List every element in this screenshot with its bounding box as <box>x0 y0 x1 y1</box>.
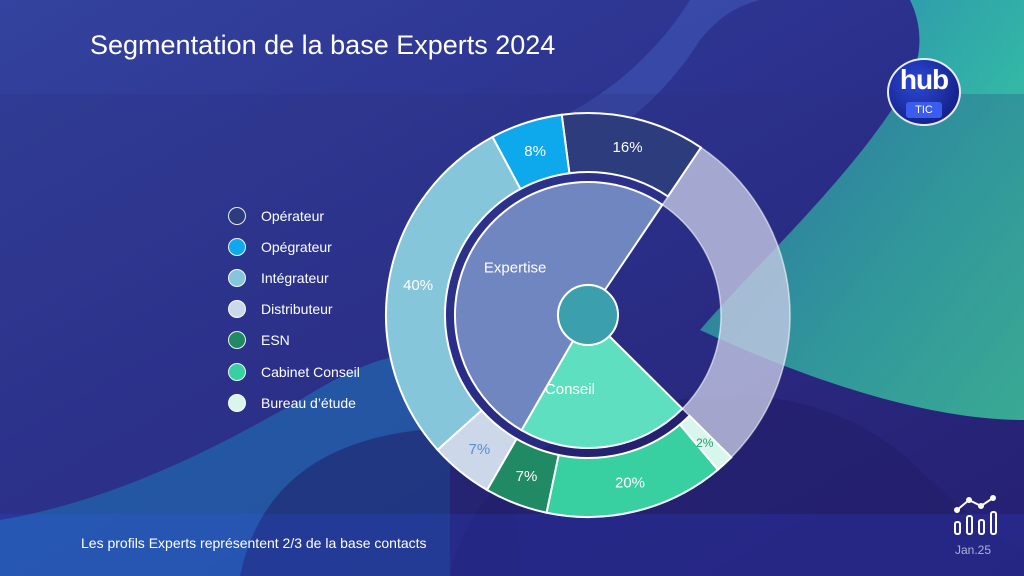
legend-label: Intégrateur <box>261 269 329 286</box>
legend-item: Cabinet Conseil <box>228 356 360 387</box>
legend-swatch <box>228 393 246 412</box>
outer-segment-label-7: 2% <box>696 436 714 450</box>
legend-item: Bureau d’étude <box>228 387 360 418</box>
inner-segment-label-expertise: Expertise <box>484 260 547 277</box>
outer-segment-label-5: 7% <box>516 468 538 485</box>
outer-segment-3 <box>385 135 522 452</box>
outer-segment-5 <box>485 437 560 514</box>
chart-center-hole <box>557 284 619 346</box>
inner-segment-label-conseil: Conseil <box>545 381 595 398</box>
legend-item: Opérateur <box>228 200 360 231</box>
logo-sub-text: TIC <box>906 102 942 118</box>
legend-label: Distributeur <box>261 301 333 318</box>
legend-swatch <box>228 268 246 287</box>
outer-segment-1 <box>560 112 703 198</box>
outer-segment-label-4: 7% <box>469 441 491 458</box>
date-label: Jan.25 <box>955 543 992 557</box>
legend-item: Intégrateur <box>228 262 360 293</box>
outer-segment-label-6: 20% <box>615 474 645 491</box>
legend-item: Opégrateur <box>228 231 360 262</box>
legend-swatch <box>228 331 246 350</box>
outer-segment-label-3: 40% <box>403 277 433 294</box>
rest-ring-segment <box>661 146 791 459</box>
outer-segment-4 <box>436 409 518 492</box>
logo-main-text: hub <box>899 64 949 95</box>
outer-segment-label-2: 8% <box>524 143 546 160</box>
outer-segment-2 <box>491 113 571 191</box>
outer-segment-7 <box>678 414 733 472</box>
legend-label: Opégrateur <box>261 238 332 255</box>
legend-item: ESN <box>228 325 360 356</box>
bg-dark-wave <box>240 429 520 576</box>
slide-title: Segmentation de la base Experts 2024 <box>90 30 556 60</box>
outer-segment-6 <box>545 423 720 518</box>
sunburst-chart: 16% 8% 40% 7% 7% 20% 2% Expertise Conseil <box>385 112 791 518</box>
legend-swatch <box>228 237 246 256</box>
legend-swatch <box>228 206 246 225</box>
legend-label: Bureau d’étude <box>261 394 356 411</box>
legend-label: Cabinet Conseil <box>261 363 360 380</box>
hub-tic-logo: hub TIC <box>887 58 961 126</box>
outer-segment-label-1: 16% <box>613 139 643 156</box>
legend-item: Distributeur <box>228 294 360 325</box>
legend-label: ESN <box>261 332 290 349</box>
legend-swatch <box>228 362 246 381</box>
chart-legend: Opérateur Opégrateur Intégrateur Distribute… <box>228 200 360 418</box>
analytics-icon <box>954 495 997 535</box>
legend-label: Opérateur <box>261 207 325 224</box>
footer-note: Les profils Experts représentent 2/3 de … <box>81 535 427 551</box>
footer-band <box>0 514 1024 576</box>
legend-swatch <box>228 300 246 319</box>
